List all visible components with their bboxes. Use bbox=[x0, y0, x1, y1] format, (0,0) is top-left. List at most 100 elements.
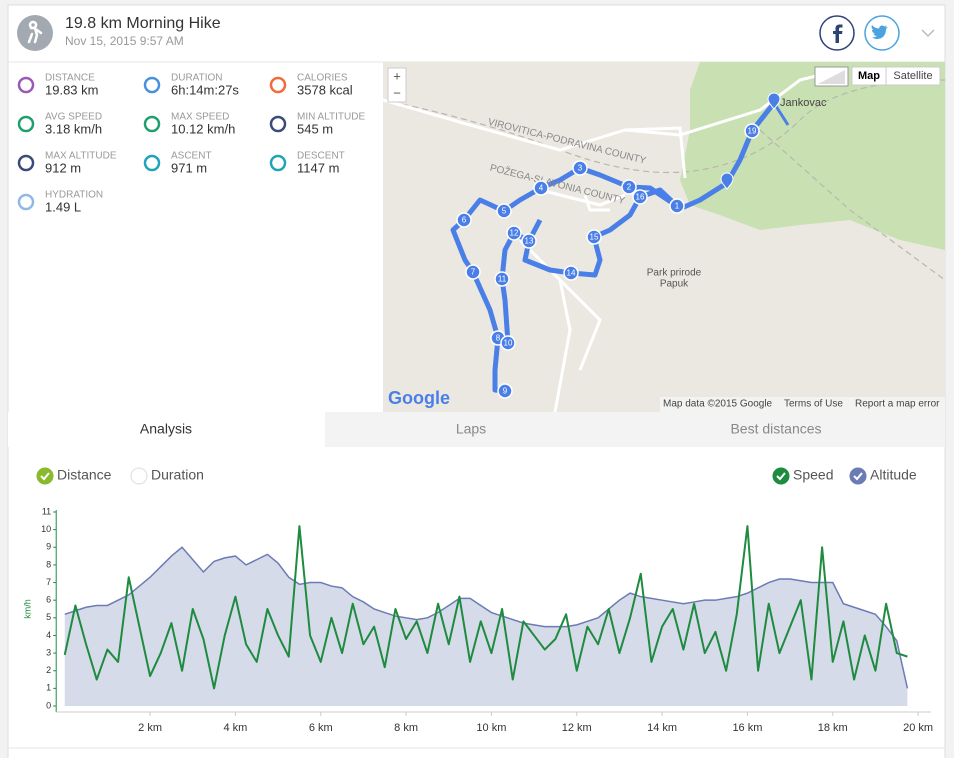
route-marker bbox=[500, 335, 516, 351]
avatar bbox=[17, 15, 53, 51]
stat-label: HYDRATION bbox=[45, 190, 103, 201]
check-mark bbox=[776, 472, 786, 481]
route-marker bbox=[456, 212, 472, 228]
place-label: Jankovac bbox=[780, 97, 827, 109]
map-type-button[interactable] bbox=[885, 66, 941, 86]
expand-chevron[interactable] bbox=[921, 29, 935, 38]
tab-label[interactable]: Laps bbox=[456, 421, 486, 437]
terms-link[interactable]: Terms of Use bbox=[784, 399, 843, 410]
route-marker bbox=[533, 180, 549, 196]
altitude-line bbox=[64, 546, 909, 689]
toggle-circle[interactable] bbox=[130, 467, 148, 485]
county-border bbox=[383, 79, 945, 174]
route-marker bbox=[632, 189, 648, 205]
route-marker bbox=[521, 233, 537, 249]
fullscreen-icon bbox=[818, 70, 845, 84]
x-tick-label: 4 km bbox=[223, 722, 247, 734]
activity-title: 19.8 km Morning Hike bbox=[65, 15, 221, 32]
stat-value: 545 m bbox=[297, 121, 333, 136]
pin bbox=[720, 172, 734, 190]
stat-label: CALORIES bbox=[297, 73, 348, 84]
route-marker-label: 7 bbox=[471, 268, 476, 277]
stat-label: AVG SPEED bbox=[45, 112, 102, 123]
route-marker-label: 4 bbox=[539, 184, 544, 193]
stat-icon bbox=[17, 154, 35, 172]
zoom-control bbox=[387, 67, 407, 103]
check-mark bbox=[40, 472, 50, 481]
stat-icon bbox=[269, 76, 287, 94]
stat-icon bbox=[269, 115, 287, 133]
stat-icon bbox=[143, 154, 161, 172]
stat-icon bbox=[269, 154, 287, 172]
stat-value: 19.83 km bbox=[45, 82, 98, 97]
route-marker bbox=[496, 203, 512, 219]
y-tick-label: 1 bbox=[46, 683, 51, 693]
route-marker bbox=[744, 123, 760, 139]
route-marker-label: 2 bbox=[627, 183, 632, 192]
facebook-icon bbox=[833, 24, 843, 43]
speed-line bbox=[63, 525, 908, 690]
toggle-circle[interactable] bbox=[849, 467, 867, 485]
y-tick-label: 6 bbox=[46, 595, 51, 605]
toggle-circle[interactable] bbox=[36, 467, 54, 485]
x-tick-label: 12 km bbox=[562, 722, 592, 734]
toggle-circle[interactable] bbox=[772, 467, 790, 485]
tab-label[interactable]: Best distances bbox=[730, 421, 821, 437]
y-tick-label: 7 bbox=[46, 577, 51, 587]
route-marker bbox=[621, 179, 637, 195]
stat-label: DESCENT bbox=[297, 151, 345, 162]
route-marker-label: 9 bbox=[503, 387, 508, 396]
legend-label[interactable]: Speed bbox=[793, 467, 833, 483]
roads bbox=[383, 68, 841, 412]
stat-value: 971 m bbox=[171, 160, 207, 175]
route-marker-label: 13 bbox=[525, 237, 534, 246]
tabs: Analysis Laps Best distances bbox=[140, 421, 822, 437]
stat-value: 1.49 L bbox=[45, 199, 81, 214]
stat-icon bbox=[17, 115, 35, 133]
route-marker-label: 1 bbox=[675, 202, 680, 211]
map-button-label: Map bbox=[858, 70, 880, 82]
stat-value: 3578 kcal bbox=[297, 82, 353, 97]
stat-value: 6h:14m:27s bbox=[171, 82, 239, 97]
zoom-out[interactable]: − bbox=[393, 85, 401, 100]
legend-label[interactable]: Altitude bbox=[870, 467, 917, 483]
map[interactable]: VIROVITICA-PODRAVINA COUNTY POŽEGA-SLAVO… bbox=[383, 62, 945, 412]
tab-active[interactable] bbox=[8, 412, 325, 447]
attribution: Map data ©2015 Google bbox=[663, 399, 773, 410]
y-tick-label: 3 bbox=[46, 647, 51, 657]
stat-label: DURATION bbox=[171, 73, 222, 84]
route-marker-label: 11 bbox=[498, 275, 507, 284]
stat-value: 1147 m bbox=[297, 160, 339, 175]
x-tick-label: 2 km bbox=[138, 722, 162, 734]
stat-label: MIN ALTITUDE bbox=[297, 112, 365, 123]
x-mode-label[interactable]: Duration bbox=[151, 467, 204, 483]
route-marker bbox=[669, 198, 685, 214]
route-marker-label: 16 bbox=[636, 193, 645, 202]
y-tick-label: 8 bbox=[46, 559, 51, 569]
y-tick-label: 0 bbox=[46, 700, 51, 710]
twitter-icon bbox=[871, 25, 888, 39]
zoom-in[interactable]: + bbox=[393, 68, 401, 83]
x-tick-label: 6 km bbox=[309, 722, 333, 734]
route-marker-label: 15 bbox=[590, 233, 599, 242]
route-marker bbox=[465, 264, 481, 280]
tab-label[interactable]: Analysis bbox=[140, 421, 192, 437]
chart: Distance Duration Speed Altitude km/h 0 1 2 3 4 5 6… bbox=[22, 467, 933, 734]
route-marker bbox=[572, 160, 588, 176]
route-marker-label: 10 bbox=[504, 339, 513, 348]
altitude-area bbox=[64, 547, 908, 706]
stat-value: 10.12 km/h bbox=[171, 121, 235, 136]
x-tick-label: 14 km bbox=[647, 722, 677, 734]
pin bbox=[767, 92, 781, 110]
stat-icon bbox=[143, 76, 161, 94]
route-marker bbox=[497, 383, 513, 399]
stat-label: MAX ALTITUDE bbox=[45, 151, 117, 162]
x-tick-label: 16 km bbox=[732, 722, 762, 734]
x-mode-label[interactable]: Distance bbox=[57, 467, 112, 483]
park-label: Papuk bbox=[660, 279, 689, 290]
stat-value: 3.18 km/h bbox=[45, 121, 102, 136]
y-tick-label: 9 bbox=[46, 542, 51, 552]
report-link[interactable]: Report a map error bbox=[855, 399, 940, 410]
